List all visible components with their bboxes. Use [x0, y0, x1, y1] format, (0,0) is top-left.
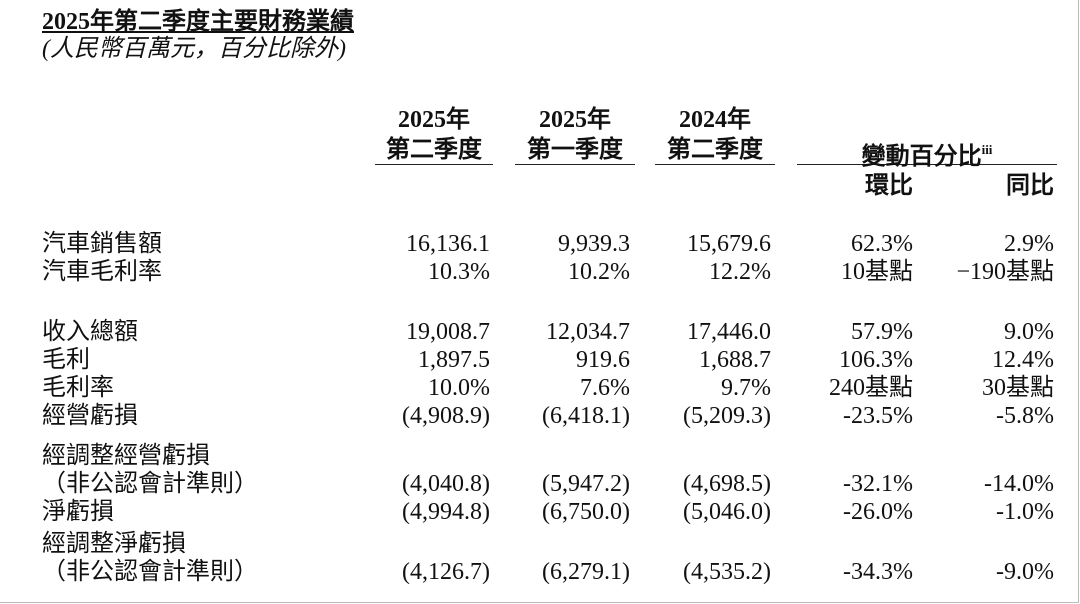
change-subheader: 同比: [1006, 173, 1054, 199]
cell: -14.0%: [984, 471, 1054, 497]
cell: -32.1%: [843, 471, 913, 497]
cell: 10基點: [841, 259, 913, 285]
subtitle: (人民幣百萬元，百分比除外): [42, 36, 346, 62]
cell: 1,897.5: [418, 347, 490, 373]
cell: (5,046.0): [683, 499, 771, 525]
cell: 17,446.0: [687, 319, 771, 345]
row-label: （非公認會計準則）: [42, 471, 258, 497]
cell: -23.5%: [843, 403, 913, 429]
cell: 10.2%: [568, 259, 630, 285]
cell: -1.0%: [996, 499, 1054, 525]
row-label: 汽車毛利率: [42, 259, 162, 285]
cell: 15,679.6: [687, 231, 771, 257]
cell: 12.2%: [709, 259, 771, 285]
cell: 1,688.7: [699, 347, 771, 373]
header-rule: [515, 164, 635, 165]
cell: -26.0%: [843, 499, 913, 525]
cell: 919.6: [576, 347, 630, 373]
cell: 7.6%: [580, 375, 630, 401]
cell: 10.3%: [428, 259, 490, 285]
cell: 30基點: [982, 375, 1054, 401]
cell: (5,209.3): [683, 403, 771, 429]
change-header: 變動百分比iii: [797, 136, 1057, 171]
row-label: 汽車銷售額: [42, 231, 162, 257]
cell: (4,698.5): [683, 471, 771, 497]
cell: (4,126.7): [402, 559, 490, 585]
cell: 106.3%: [839, 347, 913, 373]
cell: 9.0%: [1004, 319, 1054, 345]
title: 2025年第二季度主要財務業績: [42, 9, 354, 35]
cell: 9,939.3: [558, 231, 630, 257]
cell: 9.7%: [721, 375, 771, 401]
row-label: 毛利: [42, 347, 90, 373]
cell: 12,034.7: [546, 319, 630, 345]
cell: -34.3%: [843, 559, 913, 585]
column-year: 2025年: [398, 107, 470, 133]
column-year: 2025年: [539, 107, 611, 133]
cell: (6,750.0): [542, 499, 630, 525]
change-subheader: 環比: [865, 173, 913, 199]
column-quarter: 第二季度: [667, 137, 763, 163]
cell: (6,418.1): [542, 403, 630, 429]
cell: −190基點: [956, 259, 1054, 285]
cell: (4,908.9): [402, 403, 490, 429]
row-label: （非公認會計準則）: [42, 559, 258, 585]
cell: 2.9%: [1004, 231, 1054, 257]
cell: 57.9%: [851, 319, 913, 345]
cell: 12.4%: [992, 347, 1054, 373]
row-label: 經調整經營虧損: [42, 443, 210, 469]
header-rule: [375, 164, 493, 165]
row-label: 經調整淨虧損: [42, 531, 186, 557]
cell: (4,535.2): [683, 559, 771, 585]
column-quarter: 第二季度: [386, 137, 482, 163]
change-label: 變動百分比: [861, 144, 982, 170]
column-year: 2024年: [679, 107, 751, 133]
row-label: 經營虧損: [42, 403, 138, 429]
column-quarter: 第一季度: [527, 137, 623, 163]
header-rule: [655, 164, 775, 165]
cell: -5.8%: [996, 403, 1054, 429]
cell: (5,947.2): [542, 471, 630, 497]
row-label: 收入總額: [42, 319, 138, 345]
note-mark: iii: [981, 142, 993, 157]
cell: 10.0%: [428, 375, 490, 401]
header-rule: [797, 164, 1057, 165]
cell: 16,136.1: [406, 231, 490, 257]
cell: 240基點: [829, 375, 913, 401]
cell: (4,040.8): [402, 471, 490, 497]
cell: (4,994.8): [402, 499, 490, 525]
cell: 62.3%: [851, 231, 913, 257]
cell: 19,008.7: [406, 319, 490, 345]
row-label: 淨虧損: [42, 499, 114, 525]
cell: (6,279.1): [542, 559, 630, 585]
cell: -9.0%: [996, 559, 1054, 585]
row-label: 毛利率: [42, 375, 114, 401]
